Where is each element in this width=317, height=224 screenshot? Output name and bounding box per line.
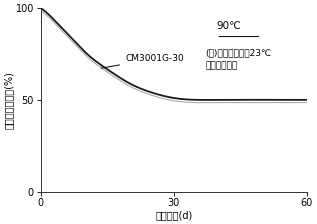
Text: 90℃: 90℃ <box>216 21 241 31</box>
Y-axis label: 引張強さ保持率(%): 引張強さ保持率(%) <box>4 71 14 129</box>
Text: CM3001G-30: CM3001G-30 <box>101 54 184 68</box>
Text: (注)吸水したまま23℃
で測定した。: (注)吸水したまま23℃ で測定した。 <box>206 49 272 70</box>
X-axis label: 浸漯日数(d): 浸漯日数(d) <box>155 210 192 220</box>
